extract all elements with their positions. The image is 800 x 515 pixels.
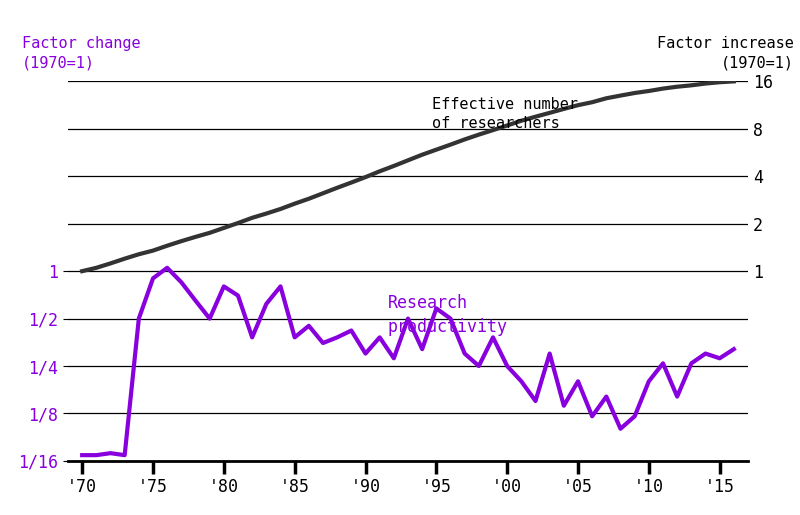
- Text: Factor increase
(1970=1): Factor increase (1970=1): [658, 36, 794, 71]
- Text: Effective number
of researchers: Effective number of researchers: [432, 96, 578, 131]
- Text: Factor change
(1970=1): Factor change (1970=1): [22, 36, 140, 71]
- Text: New molecular drug entities: New molecular drug entities: [18, 15, 605, 51]
- Text: Research
productivity: Research productivity: [387, 294, 507, 335]
